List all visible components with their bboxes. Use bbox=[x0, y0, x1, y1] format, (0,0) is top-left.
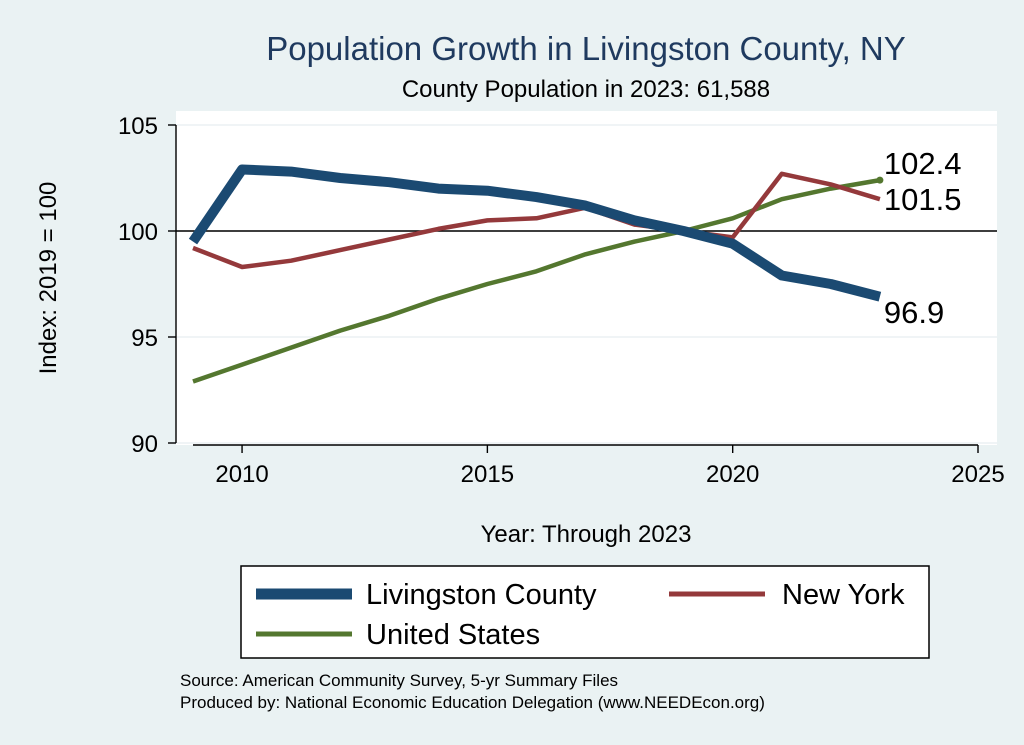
x-tick-label: 2025 bbox=[951, 461, 1004, 488]
series-line-new-york bbox=[192, 171, 881, 270]
y-axis-label: Index: 2019 = 100 bbox=[35, 182, 62, 375]
series-line-united-states bbox=[192, 177, 881, 384]
legend-box bbox=[240, 565, 930, 659]
end-label-livingston: 96.9 bbox=[884, 295, 944, 330]
x-tick-label: 2010 bbox=[215, 461, 268, 488]
y-tick-label: 95 bbox=[131, 325, 158, 352]
x-axis-label: Year: Through 2023 bbox=[481, 521, 692, 548]
source-line-1: Source: American Community Survey, 5-yr … bbox=[180, 671, 618, 690]
chart-title: Population Growth in Livingston County, … bbox=[266, 30, 906, 67]
x-tick-label: 2020 bbox=[706, 461, 759, 488]
y-tick-label: 90 bbox=[131, 431, 158, 458]
y-tick-label: 105 bbox=[118, 113, 158, 140]
series-end-point bbox=[876, 176, 884, 184]
end-label-united-states: 102.4 bbox=[884, 146, 962, 181]
chart-subtitle: County Population in 2023: 61,588 bbox=[402, 76, 770, 103]
legend-label: Livingston County bbox=[366, 579, 597, 611]
series-line-livingston-county bbox=[188, 164, 882, 302]
y-tick-label: 100 bbox=[118, 219, 158, 246]
legend-label: United States bbox=[366, 619, 540, 651]
x-tick-label: 2015 bbox=[461, 461, 514, 488]
legend-label: New York bbox=[782, 579, 905, 611]
source-line-2: Produced by: National Economic Education… bbox=[180, 693, 765, 712]
end-label-new-york: 101.5 bbox=[884, 182, 962, 217]
plot-area bbox=[176, 111, 997, 445]
